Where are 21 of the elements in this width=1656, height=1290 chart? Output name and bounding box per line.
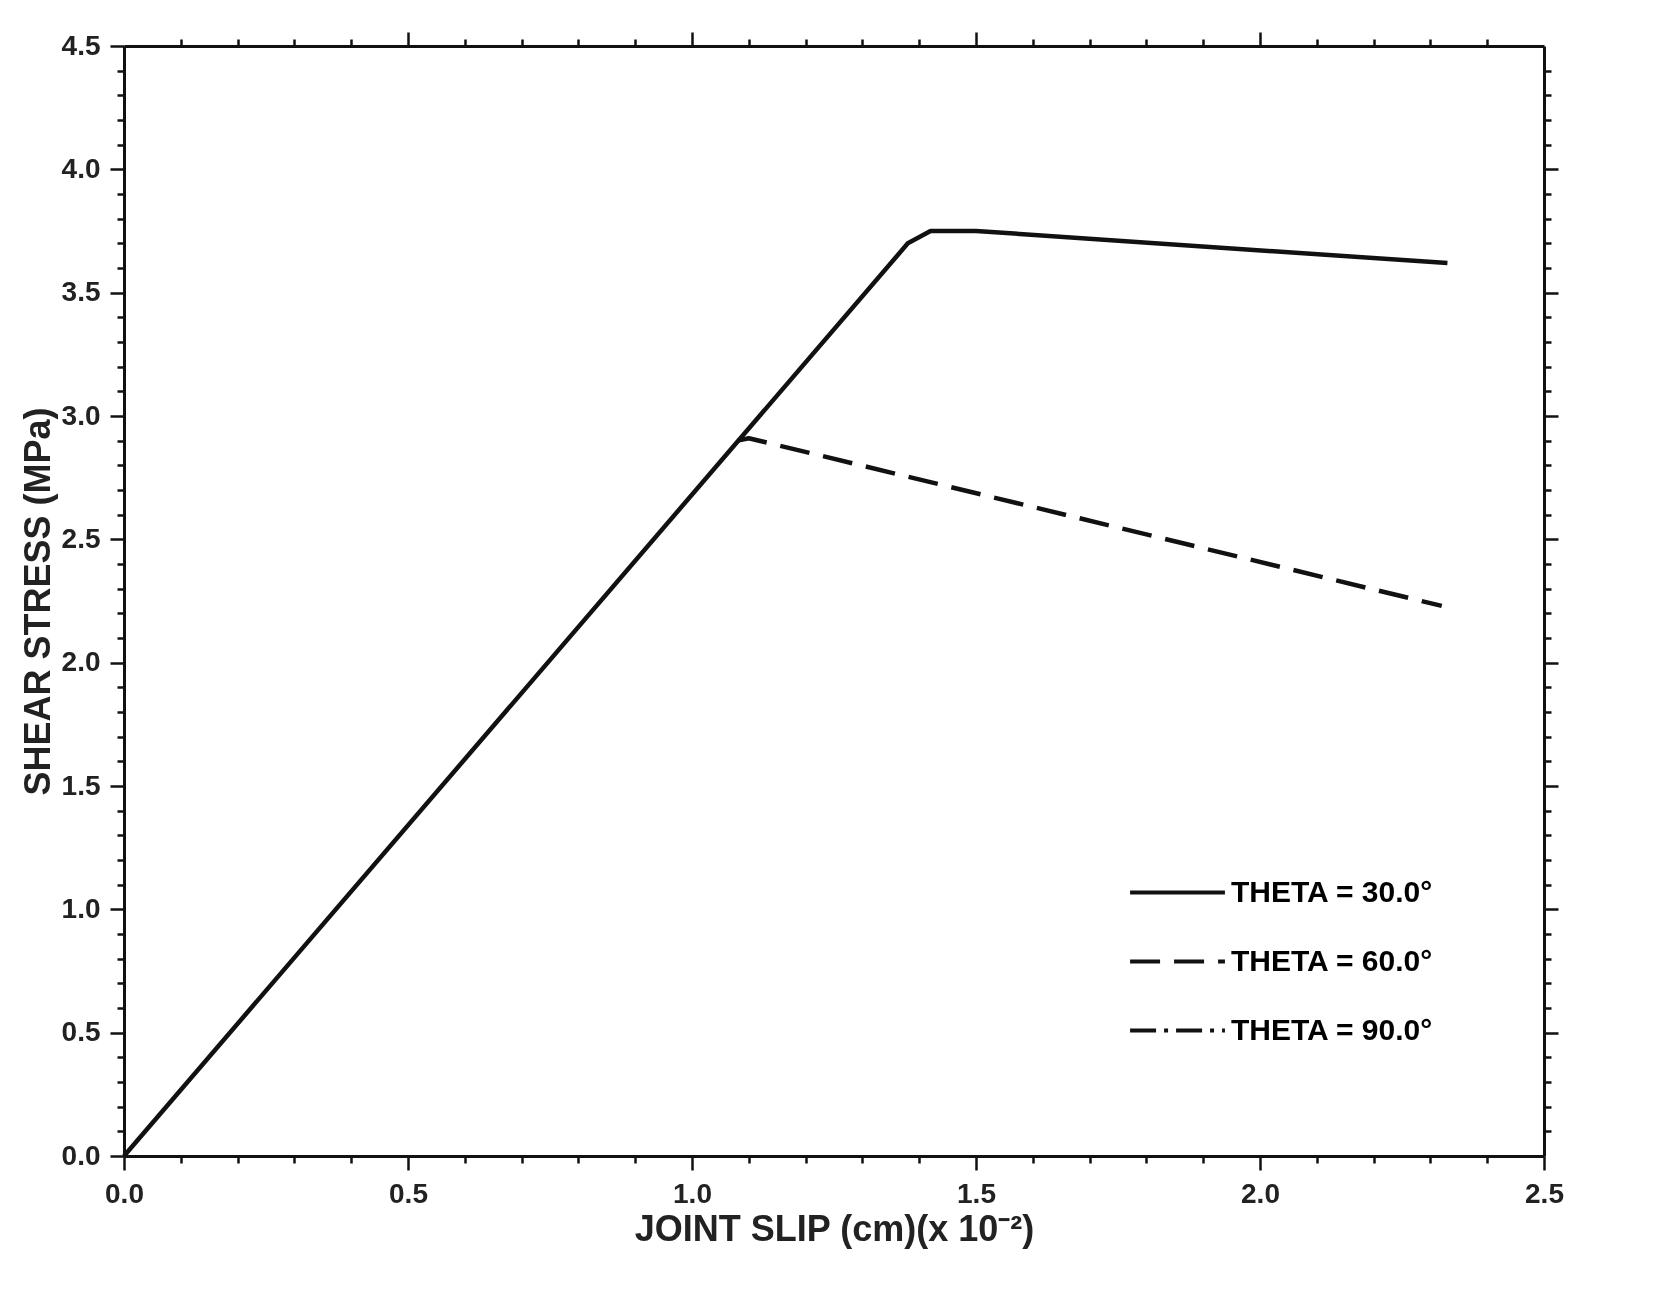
y-tick-label: 1.0 xyxy=(61,892,101,924)
y-axis-title: SHEAR STRESS (MPa) xyxy=(16,407,58,796)
y-tick-label: 3.5 xyxy=(61,276,101,308)
legend-label: THETA = 90.0° xyxy=(1231,1012,1433,1046)
y-tick-label: 1.5 xyxy=(61,769,101,801)
x-tick-label: 1.5 xyxy=(957,1177,996,1209)
x-tick-label: 2.0 xyxy=(1241,1177,1280,1209)
y-tick-label: 4.5 xyxy=(61,29,101,61)
x-tick-label: 1.0 xyxy=(673,1177,712,1209)
y-tick-label: 2.0 xyxy=(61,646,101,678)
y-tick-label: 0.5 xyxy=(61,1016,101,1048)
x-tick-label: 2.5 xyxy=(1525,1177,1564,1209)
x-tick-label: 0.0 xyxy=(105,1177,144,1209)
y-tick-label: 4.0 xyxy=(61,152,101,184)
x-tick-label: 0.5 xyxy=(389,1177,428,1209)
legend-label: THETA = 30.0° xyxy=(1231,874,1433,908)
y-tick-label: 3.0 xyxy=(61,399,101,431)
y-tick-label: 2.5 xyxy=(61,522,101,554)
y-tick-label: 0.0 xyxy=(61,1139,101,1171)
x-axis-title: JOINT SLIP (cm)(x 10⁻²) xyxy=(634,1207,1035,1249)
legend-label: THETA = 60.0° xyxy=(1231,943,1433,977)
